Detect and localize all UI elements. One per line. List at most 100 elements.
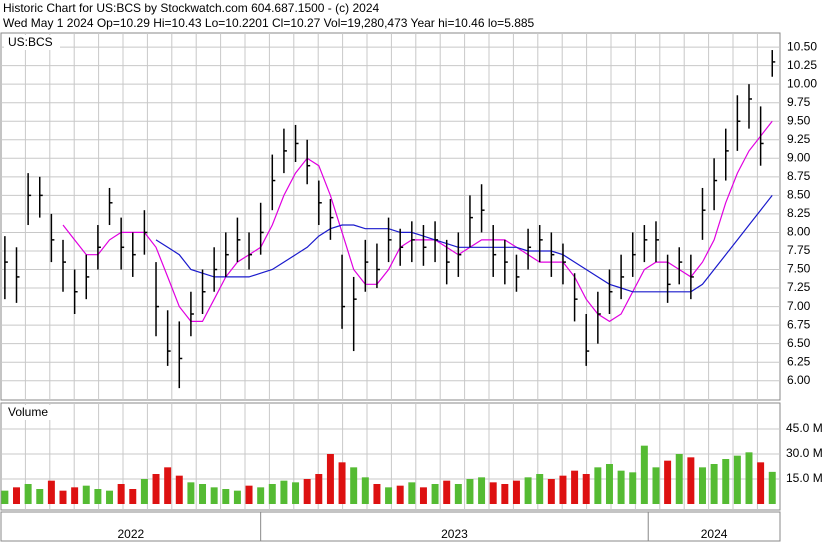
- volume-bar: [524, 477, 532, 504]
- y-tick-label: 6.00: [787, 373, 811, 387]
- volume-bar: [466, 479, 474, 504]
- y-tick-label: 9.00: [787, 150, 811, 164]
- volume-bar: [222, 489, 230, 504]
- volume-box: [4, 405, 58, 420]
- volume-bar: [106, 490, 114, 504]
- volume-bar: [187, 482, 195, 504]
- volume-bar: [594, 467, 602, 504]
- volume-bar: [698, 467, 706, 504]
- volume-bar: [722, 459, 730, 504]
- volume-bar: [257, 487, 265, 504]
- symbol-label: US:BCS: [8, 35, 53, 49]
- volume-bar: [559, 475, 567, 504]
- y-tick-label: 8.00: [787, 225, 811, 239]
- volume-bar: [82, 485, 90, 504]
- price-panel: [0, 32, 781, 401]
- volume-bar: [385, 487, 393, 504]
- volume-bar: [36, 489, 44, 504]
- volume-tick-label: 45.0 M: [786, 421, 823, 435]
- volume-bar: [13, 487, 20, 504]
- volume-bar: [443, 480, 451, 504]
- volume-bar: [664, 460, 672, 504]
- y-tick-label: 6.25: [787, 354, 811, 368]
- y-tick-label: 6.75: [787, 317, 811, 331]
- volume-bar: [605, 464, 613, 504]
- volume-bar: [233, 490, 241, 504]
- volume-bar: [292, 482, 300, 504]
- y-tick-label: 9.50: [787, 113, 811, 127]
- volume-bar: [1, 490, 9, 504]
- volume-tick-label: 30.0 M: [786, 446, 823, 460]
- volume-bar: [675, 454, 683, 504]
- volume-bar: [768, 471, 776, 504]
- volume-bar: [629, 472, 637, 504]
- volume-bar: [326, 454, 334, 504]
- volume-bar: [24, 484, 32, 504]
- volume-bar: [164, 467, 172, 504]
- y-tick-label: 9.25: [787, 132, 811, 146]
- volume-bar: [396, 485, 404, 504]
- y-tick-label: 10.00: [787, 76, 817, 90]
- volume-bar: [536, 474, 544, 504]
- volume-bar: [361, 477, 369, 504]
- volume-bar: [582, 474, 590, 504]
- year-label: 2024: [701, 527, 728, 541]
- volume-bar: [210, 487, 218, 504]
- volume-label: Volume: [8, 405, 48, 419]
- volume-bar: [687, 457, 695, 504]
- volume-panel: [0, 402, 781, 511]
- volume-bar: [408, 482, 416, 504]
- volume-bar: [478, 477, 486, 504]
- y-tick-label: 9.75: [787, 95, 811, 109]
- volume-bar: [454, 484, 462, 504]
- y-tick-label: 7.25: [787, 280, 811, 294]
- volume-bar: [710, 464, 718, 504]
- volume-bar: [419, 487, 427, 504]
- symbol-box: [4, 35, 60, 50]
- volume-tick-label: 15.0 M: [786, 471, 823, 485]
- chart-subtitle: Wed May 1 2024 Op=10.29 Hi=10.43 Lo=10.2…: [3, 16, 535, 30]
- volume-bar: [652, 467, 660, 504]
- volume-bar: [733, 455, 741, 504]
- volume-bar: [175, 475, 183, 504]
- volume-bar: [129, 489, 137, 504]
- volume-bar: [571, 470, 579, 504]
- moving-average-line: [62, 120, 773, 323]
- y-tick-label: 7.50: [787, 262, 811, 276]
- y-tick-label: 6.50: [787, 336, 811, 350]
- volume-bar: [757, 462, 765, 504]
- volume-bar: [245, 485, 253, 504]
- volume-bar: [547, 479, 555, 504]
- chart-title: Historic Chart for US:BCS by Stockwatch.…: [3, 1, 379, 15]
- year-label: 2023: [441, 527, 468, 541]
- volume-bar: [47, 480, 55, 504]
- volume-bar: [640, 445, 648, 504]
- volume-bar: [501, 484, 509, 504]
- volume-bar: [268, 484, 276, 504]
- moving-average-line: [155, 195, 773, 293]
- y-tick-label: 10.50: [787, 39, 817, 53]
- volume-bar: [315, 474, 323, 504]
- y-tick-label: 7.00: [787, 299, 811, 313]
- y-tick-label: 8.50: [787, 188, 811, 202]
- volume-bar: [512, 480, 520, 504]
- volume-bar: [489, 482, 497, 504]
- volume-bar: [617, 470, 625, 504]
- volume-bar: [338, 462, 346, 504]
- volume-bar: [94, 489, 102, 504]
- volume-bar: [280, 480, 288, 504]
- volume-bar: [140, 479, 148, 504]
- volume-bar: [350, 467, 358, 504]
- y-tick-label: 7.75: [787, 243, 811, 257]
- y-tick-label: 8.75: [787, 169, 811, 183]
- y-tick-label: 8.25: [787, 206, 811, 220]
- volume-bar: [152, 474, 160, 504]
- date-panel: [0, 511, 781, 542]
- volume-bar: [303, 479, 311, 504]
- year-label: 2022: [117, 527, 144, 541]
- volume-bar: [373, 484, 381, 504]
- volume-bar: [71, 487, 79, 504]
- y-tick-label: 10.25: [787, 58, 817, 72]
